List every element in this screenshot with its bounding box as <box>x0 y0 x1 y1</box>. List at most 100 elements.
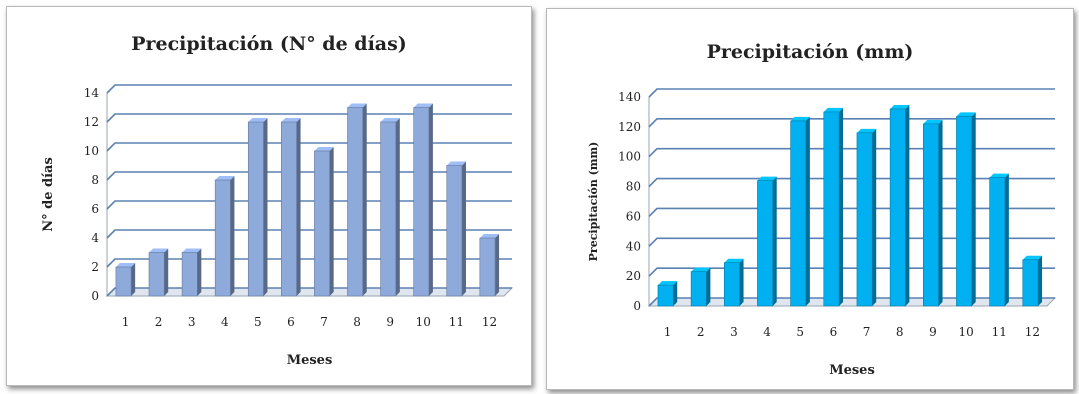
gridline <box>106 171 512 181</box>
bar-top <box>115 263 136 267</box>
bar-8 <box>889 104 910 307</box>
bar-top <box>149 248 169 253</box>
bar-side <box>362 103 367 296</box>
gridline <box>106 229 512 239</box>
x-tick-label: 3 <box>730 325 738 339</box>
y-tick-label: 60 <box>626 209 641 223</box>
bar-top <box>989 173 1009 178</box>
bar-7 <box>314 147 334 297</box>
gridline <box>648 147 1055 158</box>
bar-front <box>989 177 1006 307</box>
gridline <box>648 207 1055 217</box>
bar-side <box>428 103 433 296</box>
bar-front <box>115 266 132 297</box>
bar-side <box>872 128 877 306</box>
bar-front <box>823 111 840 307</box>
bar-front <box>956 116 973 307</box>
y-tick-label: 120 <box>618 120 641 134</box>
bar-side <box>1038 255 1043 306</box>
bar-3 <box>723 258 744 307</box>
bar-4 <box>757 176 777 307</box>
x-tick-label: 11 <box>449 315 464 329</box>
bar-side <box>905 104 910 306</box>
bar-top <box>757 176 777 181</box>
bar-side <box>461 161 466 296</box>
x-tick-label: 11 <box>992 325 1007 339</box>
bar-5 <box>247 118 268 297</box>
y-tick-label: 20 <box>626 269 641 283</box>
bar-side <box>805 116 810 306</box>
bar-side <box>197 248 202 296</box>
bar-side <box>739 258 744 306</box>
gridline <box>106 84 512 94</box>
x-tick-label: 12 <box>1025 325 1040 339</box>
bar-front <box>181 252 198 297</box>
bar-front <box>413 107 430 297</box>
gridline <box>106 200 512 210</box>
bar-side <box>706 267 711 306</box>
bar-side <box>230 176 235 296</box>
chart-panel-mm: Precipitación (mm) 0 20 40 60 80 100 120 140 1 2 3… <box>546 8 1074 390</box>
x-tick-label: 4 <box>763 325 771 339</box>
bar-front <box>314 150 330 297</box>
bar-side <box>395 118 400 296</box>
bar-9 <box>380 118 400 297</box>
bar-top <box>314 147 334 151</box>
bar-3 <box>181 248 202 297</box>
bar-front <box>922 123 939 307</box>
bar-4 <box>214 176 235 297</box>
x-tick-label: 9 <box>386 315 394 329</box>
y-gridlines <box>648 88 1055 307</box>
gridline <box>106 287 512 297</box>
gridline <box>648 267 1055 277</box>
bar-side <box>772 176 777 306</box>
bar-top <box>248 118 268 122</box>
bar-front <box>479 237 496 297</box>
gridline <box>648 88 1055 98</box>
bar-top <box>413 103 433 108</box>
x-tick-label: 1 <box>122 315 130 329</box>
bar-top <box>380 118 400 122</box>
bar-front <box>723 262 740 307</box>
bar-side <box>495 234 500 296</box>
gridline <box>648 297 1055 307</box>
bar-11 <box>446 161 466 297</box>
bar-11 <box>989 173 1009 307</box>
x-tick-label: 8 <box>896 325 904 339</box>
bar-side <box>164 248 169 296</box>
bar-top <box>890 104 910 109</box>
y-tick-label: 4 <box>91 231 99 245</box>
bar-front <box>757 180 774 307</box>
bar-top <box>479 234 500 238</box>
y-tick-label: 2 <box>91 260 99 274</box>
bar-side <box>971 112 976 307</box>
x-tick-label: 2 <box>155 315 163 329</box>
bar-top <box>823 107 844 112</box>
bar-top <box>347 103 367 108</box>
y-gridlines <box>106 84 512 297</box>
bar-front <box>856 132 873 307</box>
bar-front <box>214 179 231 297</box>
chart-title: Precipitación (mm) <box>706 41 914 63</box>
bar-front <box>281 121 297 297</box>
bar-top <box>657 281 678 286</box>
x-tick-label: 10 <box>416 315 431 329</box>
x-tick-label: 6 <box>287 315 295 329</box>
bar-1 <box>657 281 678 307</box>
x-tick-label: 5 <box>796 325 804 339</box>
x-tick-label: 1 <box>664 325 672 339</box>
bar-side <box>329 147 334 296</box>
bar-top <box>281 118 301 122</box>
x-tick-label: 7 <box>863 325 871 339</box>
y-tick-label: 14 <box>84 86 100 100</box>
x-tick-label: 7 <box>320 315 328 329</box>
gridline <box>106 142 512 152</box>
x-tick-label: 4 <box>221 315 229 329</box>
y-tick-label: 10 <box>84 144 99 158</box>
gridline <box>106 258 512 268</box>
bar-front <box>790 120 807 307</box>
bar-side <box>673 281 678 306</box>
x-tick-label: 10 <box>958 325 973 339</box>
